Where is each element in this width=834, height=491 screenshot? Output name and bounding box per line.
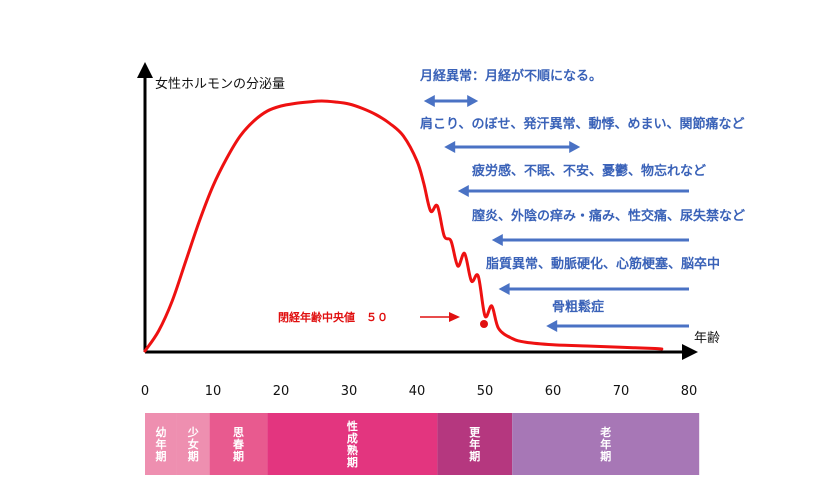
life-stage-label: 幼年期 — [155, 425, 166, 463]
life-stage-label: 思春期 — [233, 426, 245, 463]
x-tick-labels: 0 10 20 30 40 50 60 70 80 — [141, 384, 697, 399]
symptom-arrowhead-left — [491, 234, 503, 246]
symptom-text: 骨粗鬆症 — [552, 299, 604, 315]
symptom-arrowhead-left — [546, 320, 558, 332]
life-stage: 性成熟期 — [267, 413, 438, 475]
symptom-item: 脂質異常、動脈硬化、心筋梗塞、脳卒中 — [485, 256, 720, 295]
x-axis-arrowhead — [682, 344, 698, 360]
life-stage-block — [145, 413, 177, 475]
x-tick-label: 50 — [477, 384, 494, 399]
life-stage-block — [437, 413, 513, 475]
symptom-text: 肩こり、のぼせ、発汗異常、動悸、めまい、関節痛など — [420, 116, 744, 132]
symptom-item: 肩こり、のぼせ、発汗異常、動悸、めまい、関節痛など — [420, 116, 744, 153]
menopause-annotation: 閉経年齢中央値 ５０ — [278, 310, 488, 328]
x-tick-label: 20 — [273, 384, 290, 399]
symptom-item: 疲労感、不眠、不安、憂鬱、物忘れなど — [457, 163, 706, 197]
symptom-arrowhead-left — [423, 95, 435, 107]
symptom-item: 骨粗鬆症 — [546, 299, 689, 332]
x-tick-label: 40 — [409, 384, 426, 399]
life-stage-block — [267, 413, 438, 475]
symptom-item: 月経異常：月経が不順になる。 — [419, 68, 602, 107]
menopause-label: 閉経年齢中央値 ５０ — [278, 310, 388, 324]
symptom-arrowhead-left — [498, 283, 510, 295]
x-tick-label: 70 — [613, 384, 630, 399]
x-tick-label: 0 — [141, 384, 149, 399]
x-tick-label: 60 — [545, 384, 562, 399]
symptom-text: 疲労感、不眠、不安、憂鬱、物忘れなど — [472, 163, 706, 179]
symptom-text: 脂質異常、動脈硬化、心筋梗塞、脳卒中 — [485, 256, 720, 272]
y-axis-label: 女性ホルモンの分泌量 — [155, 76, 285, 92]
life-stage: 思春期 — [209, 413, 268, 475]
menopause-arrowhead — [449, 312, 460, 322]
life-stage-label: 性成熟期 — [347, 419, 358, 469]
x-tick-label: 80 — [681, 384, 698, 399]
symptom-arrowhead-right — [569, 141, 581, 153]
symptom-item: 膣炎、外陰の痒み・痛み、性交痛、尿失禁など — [472, 208, 745, 246]
life-stage-label: 少女期 — [187, 425, 199, 463]
symptom-text: 月経異常：月経が不順になる。 — [419, 68, 602, 84]
symptom-arrows: 月経異常：月経が不順になる。肩こり、のぼせ、発汗異常、動悸、めまい、関節痛など疲… — [419, 68, 745, 332]
symptom-text: 膣炎、外陰の痒み・痛み、性交痛、尿失禁など — [472, 208, 745, 224]
menopause-marker — [480, 320, 488, 328]
life-stage-band: 幼年期 少女期 思春期 性成熟期 更年期 老年期 — [145, 413, 700, 475]
x-tick-label: 10 — [205, 384, 222, 399]
life-stage-block — [176, 413, 210, 475]
symptom-arrowhead-right — [467, 95, 479, 107]
y-axis-arrowhead — [137, 62, 153, 78]
life-stage-block — [209, 413, 268, 475]
x-tick-label: 30 — [341, 384, 358, 399]
symptom-arrowhead-left — [457, 185, 469, 197]
hormone-curve — [143, 99, 664, 353]
symptom-arrowhead-left — [444, 141, 456, 153]
life-stage: 更年期 — [437, 413, 513, 475]
x-axis-label: 年齢 — [694, 331, 720, 346]
life-stage-block — [512, 413, 700, 475]
life-stage: 老年期 — [512, 413, 700, 475]
life-stage-label: 更年期 — [469, 426, 481, 463]
life-stage: 幼年期 — [145, 413, 177, 475]
life-stage-label: 老年期 — [599, 425, 611, 463]
life-stage: 少女期 — [176, 413, 210, 475]
